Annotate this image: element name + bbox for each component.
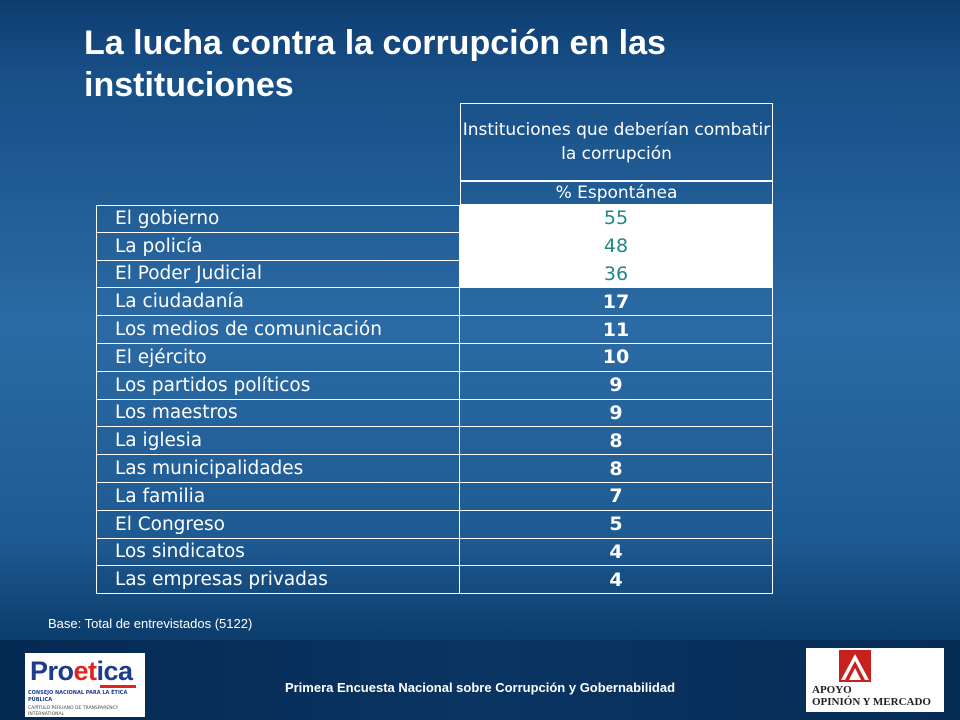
row-value: 4 — [460, 566, 773, 595]
table-row: La iglesia 8 — [96, 427, 773, 456]
row-value: 9 — [460, 371, 773, 400]
data-table: El gobierno 55 La policía 48 El Poder Judici… — [96, 205, 773, 595]
page-title: La lucha contra la corrupción en las ins… — [84, 24, 666, 104]
apoyo-mark-icon — [839, 650, 871, 682]
base-note: Base: Total de entrevistados (5122) — [48, 616, 253, 631]
row-value: 8 — [460, 455, 773, 483]
table-row: El Poder Judicial 36 — [96, 260, 773, 289]
row-label: Las empresas privadas — [96, 566, 460, 595]
footer-bar — [0, 640, 960, 720]
table-row: Los sindicatos 4 — [96, 538, 773, 567]
proetica-logo: Proetica CONSEJO NACIONAL PARA LA ÉTICA … — [25, 653, 145, 717]
row-value: 8 — [460, 427, 773, 456]
table-row: Los maestros 9 — [96, 399, 773, 428]
proetica-tagline: CONSEJO NACIONAL PARA LA ÉTICA PÚBLICA — [28, 690, 128, 703]
row-label: La iglesia — [96, 427, 460, 456]
row-label: La policía — [96, 232, 460, 261]
table-row: El ejército 10 — [96, 343, 773, 372]
table-row: La familia 7 — [96, 482, 773, 511]
row-label: Los medios de comunicación — [96, 316, 460, 344]
table-row: La ciudadanía 17 — [96, 288, 773, 317]
row-label: Los partidos políticos — [96, 371, 460, 400]
row-label: El Poder Judicial — [96, 260, 460, 289]
table-row: El Congreso 5 — [96, 510, 773, 539]
row-value: 4 — [460, 538, 773, 567]
table-row: Los partidos políticos 9 — [96, 371, 773, 400]
row-value: 10 — [460, 343, 773, 372]
row-value: 17 — [460, 288, 773, 317]
row-value: 36 — [460, 260, 773, 289]
apoyo-line1: APOYO — [812, 684, 852, 696]
row-value: 11 — [460, 316, 773, 344]
row-value: 5 — [460, 510, 773, 539]
table-row: La policía 48 — [96, 232, 773, 261]
row-label: La ciudadanía — [96, 288, 460, 317]
row-label: Los maestros — [96, 399, 460, 428]
row-label: Los sindicatos — [96, 538, 460, 567]
table-row: El gobierno 55 — [96, 205, 773, 233]
row-value: 9 — [460, 399, 773, 428]
table-row: Las empresas privadas 4 — [96, 566, 773, 595]
table-header: Instituciones que deberían combatir la c… — [460, 103, 773, 181]
row-value: 7 — [460, 482, 773, 511]
row-label: La familia — [96, 482, 460, 511]
proetica-sub: CAPÍTULO PERUANO DE TRANSPARENCY INTERNA… — [28, 706, 119, 717]
column-header: % Espontánea — [460, 181, 773, 205]
table-row: Las municipalidades 8 — [96, 455, 773, 483]
row-label: El ejército — [96, 343, 460, 372]
table-row: Los medios de comunicación 11 — [96, 316, 773, 344]
row-value: 55 — [460, 205, 773, 233]
row-value: 48 — [460, 232, 773, 261]
row-label: El Congreso — [96, 510, 460, 539]
apoyo-line2: OPINIÓN Y MERCADO — [812, 696, 931, 708]
apoyo-logo: APOYO OPINIÓN Y MERCADO — [806, 648, 944, 712]
row-label: Las municipalidades — [96, 455, 460, 483]
row-label: El gobierno — [96, 205, 460, 233]
footer-text: Primera Encuesta Nacional sobre Corrupci… — [284, 680, 676, 695]
